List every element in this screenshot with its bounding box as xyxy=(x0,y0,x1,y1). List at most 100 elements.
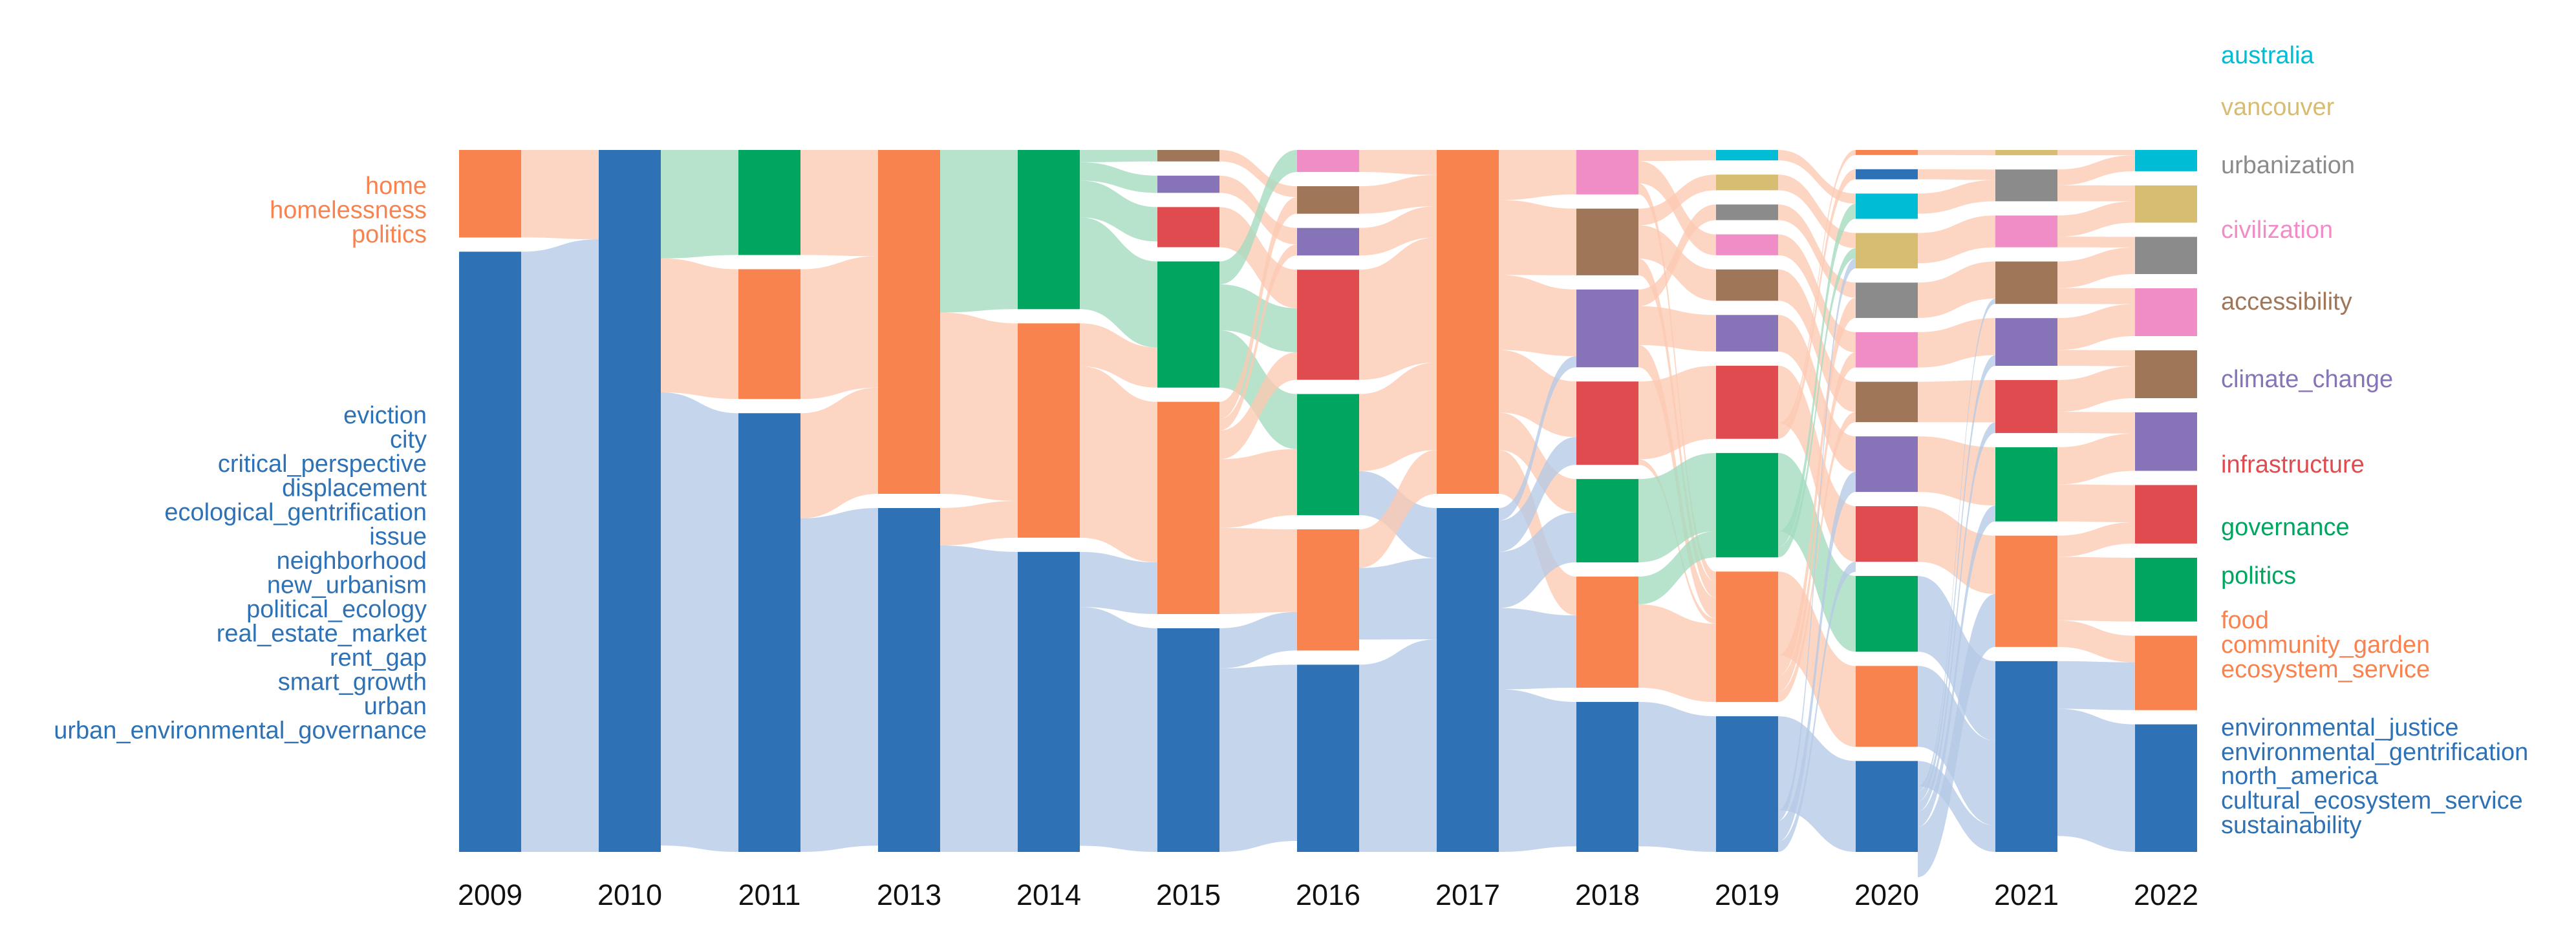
flow-link xyxy=(1638,365,1716,460)
flow-link xyxy=(1638,604,1716,703)
node-2019-red xyxy=(1716,365,1778,439)
node-2016-blue xyxy=(1297,664,1359,852)
flow-link xyxy=(2057,522,2135,557)
right-label: vancouver xyxy=(2221,94,2335,121)
node-2018-red xyxy=(1576,381,1638,465)
flow-link xyxy=(1080,217,1157,348)
year-label: 2009 xyxy=(458,878,522,911)
year-label: 2018 xyxy=(1575,878,1640,911)
flow-link xyxy=(940,312,1018,501)
year-label: 2016 xyxy=(1296,878,1360,911)
flow-link xyxy=(1778,412,1856,703)
node-2009-orange xyxy=(459,150,521,238)
left-label: political_ecology xyxy=(246,596,427,623)
flow-link xyxy=(1499,150,1576,200)
left-label: city xyxy=(390,427,427,454)
nodes-layer xyxy=(459,150,2197,852)
flow-link xyxy=(1918,379,1995,423)
year-label: 2010 xyxy=(597,878,662,911)
left-label: real_estate_market xyxy=(217,621,427,648)
flow-link xyxy=(2057,620,2135,663)
flow-link xyxy=(1918,436,1995,506)
flow-link xyxy=(1499,412,1576,513)
node-2020-green xyxy=(1856,576,1918,652)
node-2017-blue xyxy=(1437,508,1499,852)
flow-link xyxy=(1219,207,1297,308)
flow-link xyxy=(1918,422,1995,812)
node-2020-pink xyxy=(1856,332,1918,368)
node-2020-orange xyxy=(1856,150,1918,155)
node-2022-pink xyxy=(2135,288,2197,336)
flow-link xyxy=(1918,150,1995,156)
flow-link xyxy=(1499,512,1576,608)
year-label: 2022 xyxy=(2134,878,2198,911)
node-2016-green xyxy=(1297,394,1359,515)
flow-link xyxy=(1638,204,1716,306)
flow-link xyxy=(2057,185,2135,202)
year-label: 2021 xyxy=(1994,878,2059,911)
right-label: community_garden xyxy=(2221,632,2430,659)
left-label: critical_perspective xyxy=(218,451,427,478)
year-label: 2020 xyxy=(1854,878,1919,911)
flow-link xyxy=(661,150,738,259)
flow-link xyxy=(1778,204,1856,547)
flow-link xyxy=(2057,304,2135,350)
node-2019-purple xyxy=(1716,315,1778,352)
year-axis: 2009 2010 2011 2013 2014 2015 2016 2017 2018 2019… xyxy=(458,878,2198,911)
left-label: displacement xyxy=(282,475,427,502)
year-label: 2017 xyxy=(1435,878,1500,911)
left-label: eviction xyxy=(343,402,427,429)
flow-link xyxy=(1499,437,1576,552)
flow-link xyxy=(1080,551,1157,614)
node-2021-brown xyxy=(1995,261,2057,304)
left-label: home xyxy=(365,173,427,200)
right-label: environmental_justice xyxy=(2221,714,2459,741)
node-2019-brown xyxy=(1716,269,1778,301)
node-2011-green xyxy=(738,150,800,255)
flow-link xyxy=(1219,527,1297,614)
flow-link xyxy=(800,387,878,518)
node-2015-purple xyxy=(1157,175,1219,193)
flow-link xyxy=(1778,471,1856,842)
flow-link xyxy=(1219,150,1297,198)
flow-link xyxy=(1219,611,1297,669)
node-2015-blue xyxy=(1157,628,1219,852)
node-2022-purple xyxy=(2135,412,2197,471)
right-label: food xyxy=(2221,607,2269,634)
flow-link xyxy=(800,508,878,852)
flow-link xyxy=(1918,593,1995,878)
left-label: urban xyxy=(364,693,427,720)
right-label: australia xyxy=(2221,42,2314,69)
left-label: ecological_gentrification xyxy=(164,499,427,526)
year-label: 2011 xyxy=(738,878,801,911)
right-label: environmental_gentrification xyxy=(2221,739,2528,766)
right-label: infrastructure xyxy=(2221,451,2365,478)
flow-link xyxy=(1778,297,1856,676)
flow-link xyxy=(2057,237,2135,248)
right-label: politics xyxy=(2221,562,2296,589)
flow-link xyxy=(2057,708,2135,852)
flow-link xyxy=(1219,330,1297,449)
flow-link xyxy=(1499,200,1576,275)
flow-link xyxy=(1219,449,1297,528)
flow-link xyxy=(521,239,599,853)
node-2016-pink xyxy=(1297,150,1359,173)
left-label: new_urbanism xyxy=(267,572,427,599)
node-2022-cyan xyxy=(2135,150,2197,171)
flow-link xyxy=(1778,352,1856,692)
node-2017-orange xyxy=(1437,150,1499,494)
flow-link xyxy=(1499,350,1576,438)
left-label: homelessness xyxy=(270,197,427,224)
flow-link xyxy=(1638,701,1716,852)
right-label: governance xyxy=(2221,514,2350,541)
node-2022-gray xyxy=(2135,237,2197,274)
node-2016-brown xyxy=(1297,186,1359,214)
flow-link xyxy=(1219,150,1297,284)
flow-link xyxy=(1219,197,1297,419)
flow-link xyxy=(1638,306,1716,352)
flow-link xyxy=(1638,161,1716,255)
flow-link xyxy=(1778,150,1856,429)
node-2020-blue xyxy=(1856,169,1918,180)
flow-link xyxy=(1499,689,1576,852)
